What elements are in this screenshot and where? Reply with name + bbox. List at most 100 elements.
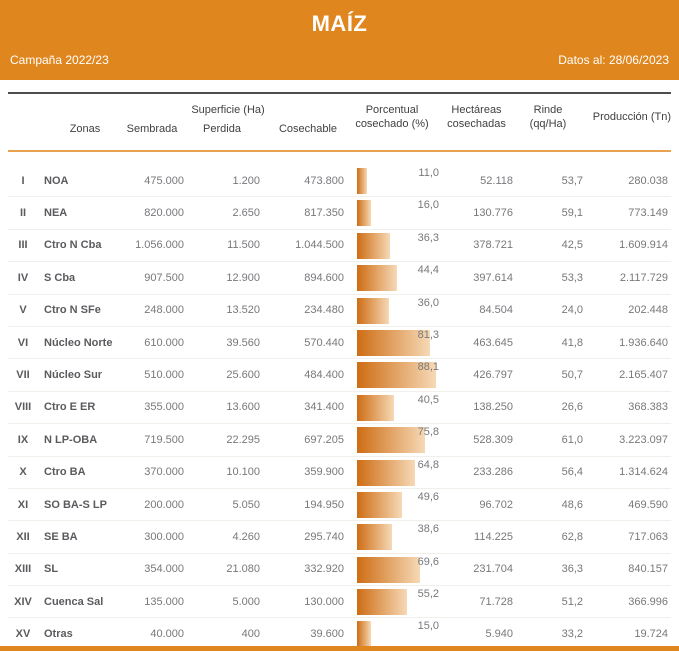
hectareas-value: 96.702 xyxy=(479,498,513,511)
rinde-value: 42,5 xyxy=(561,239,583,252)
cosechable-value: 332.920 xyxy=(304,563,344,576)
rinde-value: 24,0 xyxy=(561,304,583,317)
perdida-value: 39.560 xyxy=(226,336,260,349)
table-row: XI SO BA-S LP 200.000 5.050 194.950 49,6 96.70… xyxy=(8,487,671,520)
perdida-value: 1.200 xyxy=(232,174,260,187)
produccion-value: 840.157 xyxy=(628,563,668,576)
produccion-value: 717.063 xyxy=(628,530,668,543)
produccion-value: 1.314.624 xyxy=(619,466,668,479)
rinde-value: 51,2 xyxy=(561,595,583,608)
zone-name: Núcleo Sur xyxy=(44,369,103,382)
harvest-progress-bar xyxy=(357,362,437,389)
pct-cell: 81,3 xyxy=(344,327,440,358)
table-row: IX N LP-OBA 719.500 22.295 697.205 75,8 528.30… xyxy=(8,423,671,455)
zone-roman-numeral: I xyxy=(21,174,25,187)
hectareas-value: 426.797 xyxy=(473,369,513,382)
harvest-progress-bar xyxy=(357,556,420,583)
table-row: I NOA 475.000 1.200 473.800 11,0 52.118 53,7 280… xyxy=(8,165,671,196)
perdida-value: 13.520 xyxy=(226,304,260,317)
pct-cell: 44,4 xyxy=(344,262,440,293)
rinde-value: 61,0 xyxy=(561,433,583,446)
cosechable-value: 1.044.500 xyxy=(295,239,344,252)
produccion-value: 469.590 xyxy=(628,498,668,511)
produccion-value: 1.609.914 xyxy=(619,239,668,252)
report-header-bar: MAÍZ Campaña 2022/23 Datos al: 28/06/202… xyxy=(0,0,679,80)
cosechable-value: 484.400 xyxy=(304,369,344,382)
pct-label: 88,1 xyxy=(417,361,439,374)
pct-cell: 11,0 xyxy=(344,165,440,196)
zone-name: SO BA-S LP xyxy=(44,498,107,511)
harvest-progress-bar xyxy=(357,524,392,551)
hectareas-value: 231.704 xyxy=(473,563,513,576)
rinde-value: 26,6 xyxy=(561,401,583,414)
perdida-value: 4.260 xyxy=(232,530,260,543)
hectareas-value: 528.309 xyxy=(473,433,513,446)
pct-cell: 55,2 xyxy=(344,586,440,617)
pct-cell: 36,0 xyxy=(344,295,440,326)
sembrada-value: 300.000 xyxy=(144,530,184,543)
hectareas-value: 52.118 xyxy=(480,174,513,187)
pct-cell: 16,0 xyxy=(344,197,440,228)
zone-roman-numeral: V xyxy=(19,304,27,317)
produccion-value: 1.936.640 xyxy=(619,336,668,349)
perdida-value: 25.600 xyxy=(226,369,260,382)
col-group-superficie: Superficie (Ha) xyxy=(191,104,265,116)
zone-name: N LP-OBA xyxy=(44,433,98,446)
zone-name: Ctro BA xyxy=(44,466,86,479)
rinde-value: 48,6 xyxy=(561,498,583,511)
pct-label: 55,2 xyxy=(417,588,439,601)
perdida-value: 10.100 xyxy=(226,466,260,479)
harvest-progress-bar xyxy=(357,200,372,227)
col-header-zonas: Zonas xyxy=(69,123,101,135)
sembrada-value: 135.000 xyxy=(144,595,184,608)
pct-cell: 49,6 xyxy=(344,489,440,520)
table-row: IV S Cba 907.500 12.900 894.600 44,4 397.614 53… xyxy=(8,261,671,293)
harvest-progress-bar xyxy=(357,329,431,356)
hectareas-value: 71.728 xyxy=(479,595,513,608)
table-row: XIII SL 354.000 21.080 332.920 69,6 231.704 36,… xyxy=(8,552,671,585)
harvest-progress-bar xyxy=(357,265,397,292)
col-header-rinde-2: (qq/Ha) xyxy=(529,118,567,130)
zone-name: Cuenca Sal xyxy=(44,595,104,608)
pct-label: 16,0 xyxy=(417,199,439,212)
pct-label: 64,8 xyxy=(417,458,439,471)
zone-name: S Cba xyxy=(44,271,76,284)
rinde-value: 33,2 xyxy=(561,628,583,641)
harvest-progress-bar xyxy=(357,589,407,616)
hectareas-value: 463.645 xyxy=(473,336,513,349)
zone-name: Núcleo Norte xyxy=(44,336,113,349)
col-header-hectareas-1: Hectáreas xyxy=(451,104,502,116)
cosechable-value: 359.900 xyxy=(304,466,344,479)
harvest-progress-bar xyxy=(357,491,402,518)
table-row: II NEA 820.000 2.650 817.350 16,0 130.776 59,1 7… xyxy=(8,196,671,228)
pct-label: 44,4 xyxy=(417,264,439,277)
col-header-cosechable: Cosechable xyxy=(278,123,338,135)
pct-cell: 64,8 xyxy=(344,457,440,488)
pct-cell: 88,1 xyxy=(344,359,440,390)
harvest-progress-bar xyxy=(357,621,371,648)
table-row: XV Otras 40.000 400 39.600 15,0 5.940 33,2 19.72… xyxy=(8,617,671,649)
table-header: Zonas Superficie (Ha) Sembrada Perdida C… xyxy=(8,92,671,152)
col-header-perdida: Perdida xyxy=(203,123,241,135)
zone-roman-numeral: VI xyxy=(17,336,29,349)
pct-cell: 69,6 xyxy=(344,554,440,585)
cosechable-value: 295.740 xyxy=(304,530,344,543)
rinde-value: 53,7 xyxy=(561,174,583,187)
cosechable-value: 697.205 xyxy=(304,433,344,446)
report-footer-bar xyxy=(0,646,679,651)
hectareas-value: 138.250 xyxy=(473,401,513,414)
sembrada-value: 354.000 xyxy=(144,563,184,576)
sembrada-value: 475.000 xyxy=(144,174,184,187)
harvest-progress-bar xyxy=(357,297,390,324)
produccion-value: 202.448 xyxy=(628,304,668,317)
zone-name: Ctro N Cba xyxy=(44,239,102,252)
zone-roman-numeral: XV xyxy=(15,628,31,641)
pct-cell: 36,3 xyxy=(344,230,440,261)
campaign-label: Campaña 2022/23 xyxy=(10,53,109,67)
zone-roman-numeral: II xyxy=(19,207,27,220)
perdida-value: 400 xyxy=(241,628,260,641)
rinde-value: 50,7 xyxy=(561,369,583,382)
rinde-value: 59,1 xyxy=(561,207,583,220)
rinde-value: 62,8 xyxy=(561,530,583,543)
pct-label: 36,3 xyxy=(417,231,439,244)
